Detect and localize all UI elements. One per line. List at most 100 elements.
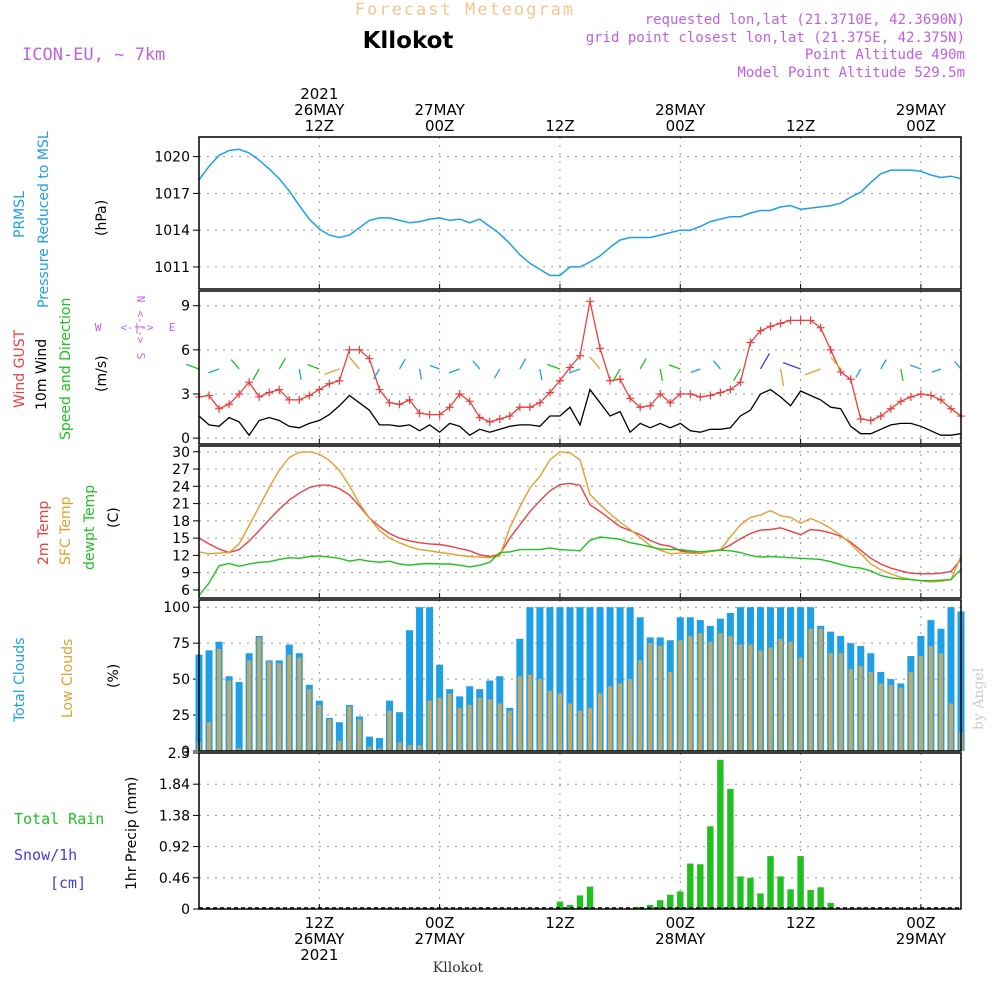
model-altitude: Model Point Altitude 529.5m bbox=[737, 65, 965, 81]
gust-point bbox=[275, 385, 284, 394]
top-time-label: 26MAY bbox=[294, 101, 345, 119]
rain-bar bbox=[586, 886, 594, 909]
wind-direction-arrow bbox=[348, 356, 360, 370]
gust-point bbox=[265, 388, 274, 397]
low-cloud-bar bbox=[718, 633, 723, 751]
compass-s: S bbox=[134, 353, 147, 360]
top-time-label: 00Z bbox=[666, 117, 695, 135]
wind-direction-arrow bbox=[759, 353, 771, 370]
precip-unit: 1hr Precip (mm) bbox=[124, 777, 140, 890]
wind-direction-arrow bbox=[493, 368, 501, 379]
low-cloud-bar bbox=[357, 719, 362, 751]
top-time-label: 00Z bbox=[425, 117, 454, 135]
low-cloud-bar bbox=[477, 697, 482, 751]
rain-bar bbox=[657, 900, 664, 909]
total-cloud-bar bbox=[596, 607, 604, 751]
gust-point bbox=[255, 392, 264, 401]
compass-rose: N S W E <-|-> <-|-> bbox=[95, 296, 176, 360]
gust-point bbox=[676, 389, 685, 398]
low-cloud-bar bbox=[868, 671, 873, 751]
low-cloud-bar bbox=[497, 703, 502, 751]
low-cloud-bar bbox=[818, 628, 823, 751]
gust-point bbox=[656, 389, 665, 398]
gust-point bbox=[776, 319, 785, 328]
low-cloud-bar bbox=[567, 703, 572, 751]
low-cloud-bar bbox=[758, 650, 763, 751]
low-cloud-bar bbox=[377, 748, 382, 751]
chart-title: Forecast Meteogram bbox=[355, 0, 575, 20]
low-cloud-bar bbox=[608, 686, 613, 751]
gust-point bbox=[205, 391, 214, 400]
bottom-time-label: 00Z bbox=[666, 914, 695, 932]
y-tick-label: 0 bbox=[181, 431, 190, 447]
low-cloud-bar bbox=[467, 704, 472, 751]
bottom-time-label: 12Z bbox=[305, 914, 334, 932]
total-cloud-bar bbox=[426, 607, 434, 751]
pressure-unit: (hPa) bbox=[94, 200, 110, 236]
temperature-labels: 2m Temp SFC Temp dewpt Temp (C) bbox=[36, 485, 122, 570]
gust-point bbox=[555, 376, 564, 385]
gust-point bbox=[816, 323, 825, 332]
wind-direction-arrow bbox=[880, 359, 887, 370]
wind-dir-label: Speed and Direction bbox=[58, 298, 74, 440]
low-cloud-bar bbox=[748, 644, 753, 751]
wind-direction-arrow bbox=[659, 368, 663, 381]
low-cloud-bar bbox=[628, 679, 633, 751]
gust-point bbox=[225, 400, 234, 409]
low-cloud-bar bbox=[658, 646, 663, 751]
rain-bar bbox=[777, 876, 784, 909]
low-cloud-bar bbox=[788, 641, 793, 751]
low-cloud-bar bbox=[898, 687, 903, 751]
low-cloud-bar bbox=[487, 699, 492, 751]
total-cloud-bar bbox=[396, 712, 404, 751]
gust-point bbox=[325, 379, 334, 388]
bottom-time-label: 26MAY bbox=[294, 930, 345, 948]
gust-point bbox=[666, 398, 675, 407]
top-time-label: 12Z bbox=[545, 117, 574, 135]
gust-point bbox=[906, 392, 915, 401]
wind-direction-arrow bbox=[418, 368, 423, 380]
low-cloud-bar bbox=[237, 748, 242, 751]
gust-point bbox=[736, 378, 745, 387]
total-cloud-bar bbox=[576, 607, 584, 751]
rain-bar bbox=[646, 904, 654, 909]
low-cloud-bar bbox=[618, 683, 623, 751]
total-cloud-bar bbox=[416, 607, 424, 751]
compass-n: N bbox=[134, 296, 147, 303]
low-cloud-bar bbox=[207, 722, 212, 751]
wind-direction-arrow bbox=[252, 368, 260, 381]
y-tick-label: 0 bbox=[181, 744, 190, 760]
total-cloud-bar bbox=[546, 607, 554, 751]
wind-direction-arrow bbox=[612, 368, 621, 382]
clouds-labels: Total Clouds Low Clouds (%) bbox=[12, 638, 122, 723]
low-cloud-bar bbox=[507, 710, 512, 751]
low-cloud-bar bbox=[317, 704, 322, 751]
low-cloud-bar bbox=[878, 683, 883, 751]
gust-point bbox=[766, 322, 775, 331]
gust-point bbox=[896, 397, 905, 406]
low-cloud-bar bbox=[828, 653, 833, 751]
y-tick-label: 12 bbox=[172, 548, 190, 564]
low-cloud-bar bbox=[557, 693, 562, 751]
low-cloud-bar bbox=[437, 697, 442, 751]
gust-point bbox=[495, 414, 504, 423]
rain-bar bbox=[737, 876, 744, 909]
low-cloud-bar bbox=[347, 706, 352, 751]
gust-point bbox=[395, 400, 404, 409]
wind-direction-arrow bbox=[429, 364, 440, 370]
gust-point bbox=[756, 326, 765, 335]
low-cloud-bar bbox=[838, 653, 843, 751]
low-cloud-bar bbox=[808, 628, 813, 751]
total-cloud-bar bbox=[616, 607, 624, 751]
y-tick-label: 1.84 bbox=[159, 777, 190, 793]
rain-bar bbox=[697, 864, 704, 909]
gust-point bbox=[245, 378, 254, 387]
rain-bar bbox=[747, 877, 754, 909]
total-cloud-bar bbox=[586, 607, 594, 751]
total-cloud-bar bbox=[556, 607, 564, 751]
wind-direction-arrow bbox=[472, 360, 481, 370]
low-cloud-bar bbox=[427, 700, 432, 751]
prmsl-label: PRMSL bbox=[12, 191, 28, 238]
gust-point bbox=[525, 403, 534, 412]
gust-point bbox=[876, 412, 885, 421]
